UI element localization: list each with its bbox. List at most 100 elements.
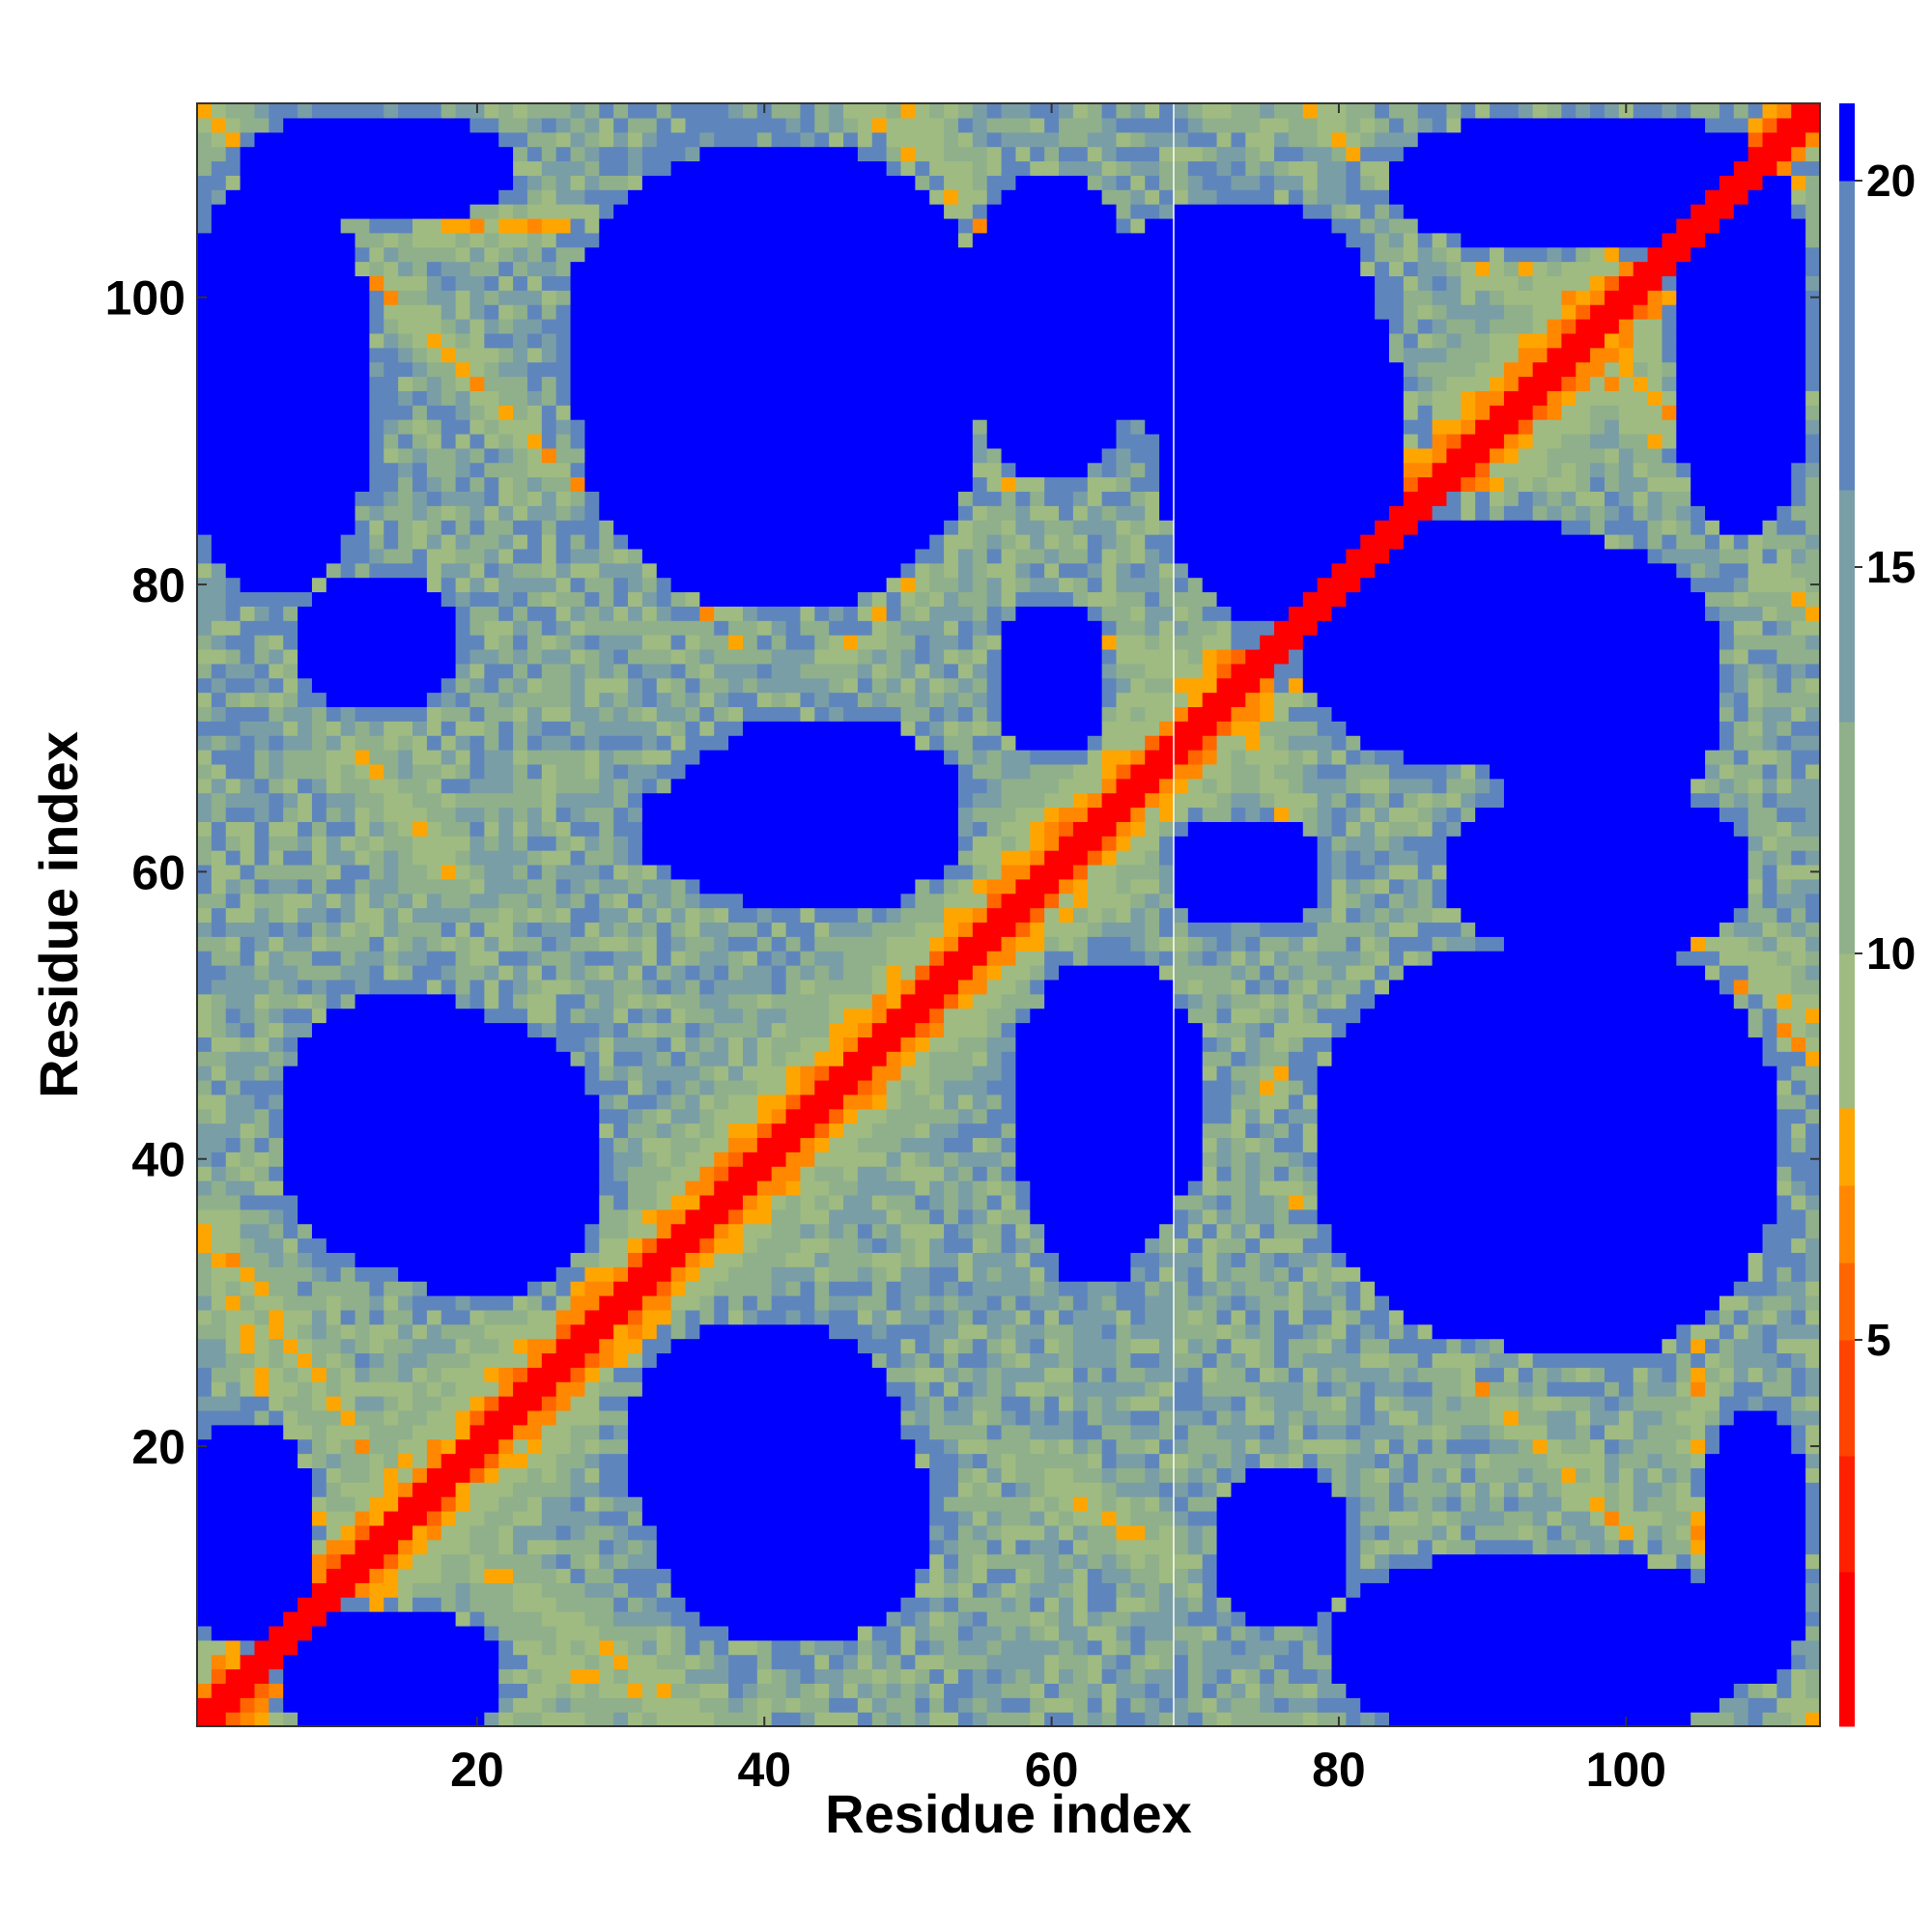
heatmap-cell — [628, 893, 643, 909]
heatmap-cell — [641, 447, 658, 464]
heatmap-cell — [498, 1294, 514, 1311]
heatmap-cell — [613, 1712, 629, 1727]
heatmap-cell — [570, 361, 586, 378]
heatmap-cell — [628, 1122, 643, 1139]
heatmap-cell — [756, 1166, 773, 1181]
heatmap-cell — [283, 332, 298, 349]
heatmap-cell — [785, 1079, 802, 1095]
heatmap-cell — [498, 936, 514, 952]
heatmap-cell — [728, 1409, 744, 1426]
heatmap-cell — [197, 807, 213, 822]
heatmap-cell — [197, 750, 213, 765]
heatmap-cell — [298, 907, 313, 923]
heatmap-cell — [269, 663, 284, 679]
heatmap-cell — [240, 1065, 256, 1081]
heatmap-cell — [484, 979, 499, 995]
heatmap-cell — [756, 821, 773, 837]
heatmap-cell — [211, 735, 227, 751]
heatmap-cell — [440, 160, 457, 176]
heatmap-cell — [756, 606, 773, 621]
heatmap-cell — [699, 548, 715, 564]
heatmap-cell — [656, 936, 672, 952]
heatmap-cell — [369, 1597, 384, 1612]
heatmap-cell — [742, 878, 758, 895]
heatmap-cell — [384, 217, 399, 234]
heatmap-cell — [714, 534, 729, 550]
heatmap-cell — [513, 1194, 528, 1210]
heatmap-cell — [340, 405, 356, 420]
heatmap-cell — [584, 1597, 600, 1612]
heatmap-cell — [269, 204, 284, 219]
heatmap-cell — [311, 304, 327, 320]
heatmap-cell — [211, 606, 227, 621]
heatmap-cell — [398, 1352, 413, 1368]
heatmap-cell — [570, 878, 586, 895]
heatmap-cell — [771, 807, 787, 822]
heatmap-cell — [570, 1482, 586, 1497]
heatmap-cell — [440, 1323, 457, 1340]
heatmap-cell — [513, 304, 528, 320]
heatmap-cell — [298, 246, 313, 263]
heatmap-cell — [599, 146, 614, 162]
heatmap-cell — [570, 1668, 586, 1684]
heatmap-cell — [785, 1597, 802, 1612]
heatmap-cell — [326, 1108, 342, 1124]
heatmap-cell — [440, 692, 457, 708]
heatmap-cell — [398, 1597, 413, 1612]
heatmap-cell — [756, 1223, 773, 1239]
heatmap-cell — [455, 246, 471, 263]
heatmap-cell — [656, 763, 672, 780]
heatmap-cell — [340, 1597, 356, 1612]
heatmap-cell — [398, 204, 413, 219]
heatmap-cell — [541, 1568, 557, 1583]
heatmap-cell — [584, 1037, 600, 1052]
heatmap-cell — [570, 217, 586, 234]
heatmap-cell — [613, 1022, 629, 1037]
heatmap-cell — [240, 534, 256, 550]
heatmap-cell — [412, 548, 428, 564]
heatmap-cell — [570, 807, 586, 822]
heatmap-cell — [628, 117, 643, 133]
heatmap-cell — [756, 807, 773, 822]
heatmap-cell — [599, 1079, 614, 1095]
heatmap-cell — [584, 1496, 600, 1512]
heatmap-cell — [628, 951, 643, 966]
heatmap-cell — [771, 763, 787, 780]
heatmap-cell — [311, 275, 327, 291]
heatmap-cell — [526, 750, 543, 765]
heatmap-cell — [628, 204, 643, 219]
heatmap-cell — [384, 1079, 399, 1095]
heatmap-cell — [326, 1597, 342, 1612]
heatmap-cell — [498, 807, 514, 822]
heatmap-cell — [800, 1381, 815, 1397]
heatmap-cell — [526, 189, 543, 205]
heatmap-cell — [513, 1367, 528, 1382]
heatmap-cell — [771, 189, 787, 205]
heatmap-cell — [455, 1625, 471, 1641]
heatmap-cell — [254, 750, 270, 765]
heatmap-cell — [714, 1309, 729, 1325]
heatmap-cell — [800, 1712, 815, 1727]
heatmap-cell — [541, 591, 557, 607]
heatmap-cell — [298, 922, 313, 937]
heatmap-cell — [656, 347, 672, 363]
heatmap-cell — [283, 1352, 298, 1368]
heatmap-cell — [240, 217, 256, 234]
heatmap-cell — [785, 447, 802, 464]
heatmap-cell — [269, 1524, 284, 1541]
heatmap-cell — [283, 907, 298, 923]
heatmap-cell — [426, 635, 442, 650]
heatmap-cell — [484, 175, 499, 190]
heatmap-cell — [771, 103, 787, 119]
heatmap-cell — [526, 1539, 543, 1555]
heatmap-cell — [570, 577, 586, 593]
heatmap-cell — [771, 347, 787, 363]
heatmap-cell — [628, 1037, 643, 1052]
heatmap-cell — [225, 1639, 242, 1656]
heatmap-cell — [412, 763, 428, 780]
heatmap-cell — [613, 620, 629, 636]
heatmap-cell — [283, 491, 298, 506]
heatmap-cell — [240, 146, 256, 162]
heatmap-cell — [800, 290, 815, 305]
heatmap-cell — [555, 850, 572, 866]
